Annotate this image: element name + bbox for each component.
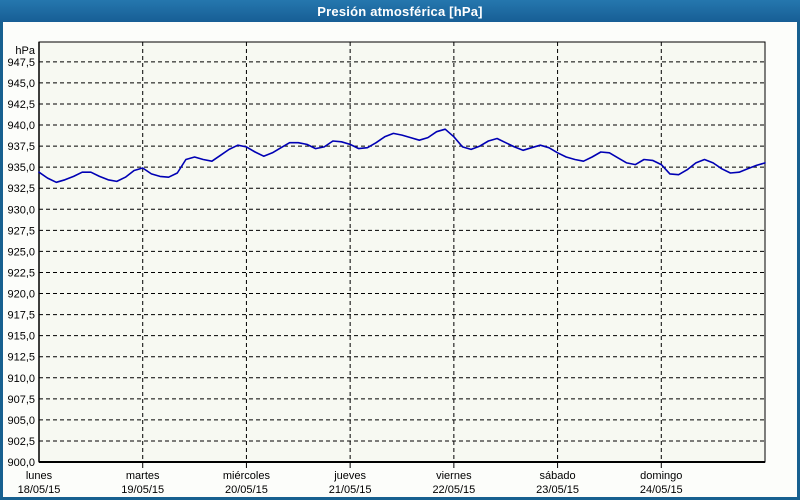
- y-tick-label: 925,0: [7, 246, 35, 258]
- y-tick-label: 902,5: [7, 436, 35, 448]
- x-day-label: viernes: [436, 470, 472, 482]
- chart-title-bar: Presión atmosférica [hPa]: [0, 0, 800, 23]
- x-date-label: 22/05/15: [432, 484, 475, 496]
- x-date-label: 18/05/15: [18, 484, 61, 496]
- plot-area: [39, 42, 765, 462]
- y-tick-label: 932,5: [7, 183, 35, 195]
- y-tick-label: 907,5: [7, 394, 35, 406]
- y-tick-label: 905,0: [7, 415, 35, 427]
- pressure-chart: 947,5 945,0 942,5 940,0 937,5 935,0 932,5 930,0…: [7, 41, 766, 496]
- y-tick-label: 912,5: [7, 352, 35, 364]
- y-tick-label: 920,0: [7, 289, 35, 301]
- x-day-label: sábado: [540, 470, 576, 482]
- y-tick-label: 937,5: [7, 141, 35, 153]
- y-tick-label: 910,0: [7, 373, 35, 385]
- y-tick-label: 917,5: [7, 310, 35, 322]
- x-date-label: 23/05/15: [536, 484, 579, 496]
- x-day-label: lunes: [26, 470, 53, 482]
- x-date-label: 20/05/15: [225, 484, 268, 496]
- y-tick-label: 922,5: [7, 267, 35, 279]
- y-tick-label: 930,0: [7, 204, 35, 216]
- y-axis-unit-label: hPa: [15, 45, 35, 57]
- y-tick-label: 915,0: [7, 331, 35, 343]
- x-date-label: 21/05/15: [329, 484, 372, 496]
- x-date-label: 24/05/15: [640, 484, 683, 496]
- y-tick-label: 935,0: [7, 162, 35, 174]
- pressure-line: [38, 128, 766, 184]
- y-tick-label: 940,0: [7, 120, 35, 132]
- y-tick-label: 945,0: [7, 78, 35, 90]
- y-tick-label: 947,5: [7, 57, 35, 69]
- y-tick-label: 900,0: [7, 457, 35, 469]
- x-day-label: jueves: [333, 470, 366, 482]
- chart-content-area: 947,5 945,0 942,5 940,0 937,5 935,0 932,5 930,0…: [0, 22, 800, 500]
- x-day-label: domingo: [640, 470, 682, 482]
- x-day-label: martes: [126, 470, 160, 482]
- y-tick-label: 927,5: [7, 225, 35, 237]
- y-tick-label: 942,5: [7, 99, 35, 111]
- x-day-label: miércoles: [223, 470, 271, 482]
- x-date-label: 19/05/15: [121, 484, 164, 496]
- chart-title: Presión atmosférica [hPa]: [317, 3, 483, 19]
